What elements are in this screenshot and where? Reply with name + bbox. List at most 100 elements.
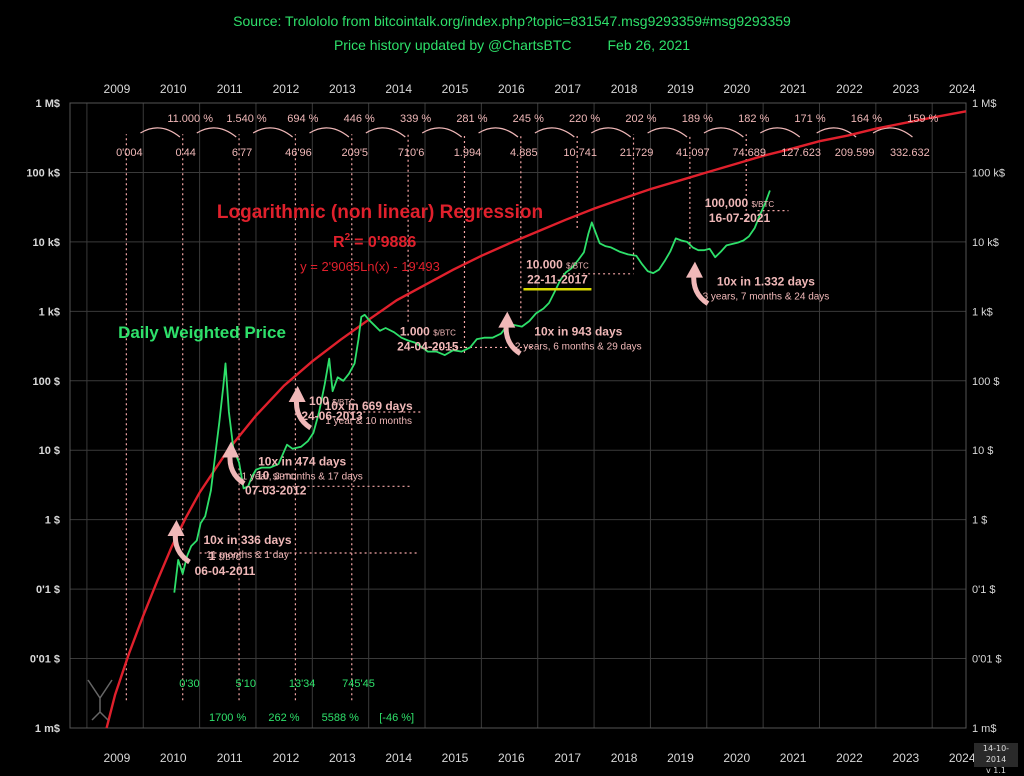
y-tick-label-right: 1 k$ [972, 306, 993, 318]
y-tick-label-left: 0'1 $ [36, 584, 60, 596]
y-tick-label-left: 0'01 $ [30, 654, 60, 666]
milestone-date: 16-07-2021 [709, 211, 771, 225]
regression-value-label: 46'96 [285, 147, 312, 159]
interval-arrowhead [685, 261, 703, 278]
milestone-price: 100,000 $/BTC [705, 196, 775, 210]
milestone-unit: $/BTC [433, 329, 456, 338]
x-tick-label-bottom: 2011 [217, 751, 243, 765]
period-growth-label: 339 % [400, 113, 431, 125]
x-tick-label-bottom: 2019 [667, 751, 694, 765]
milestone-date: 06-04-2011 [195, 564, 256, 578]
x-tick-label-top: 2018 [611, 82, 638, 96]
interval-subtitle: 2 years, 6 months & 29 days [515, 342, 642, 353]
milestone-price: 10.000 $/BTC [526, 257, 589, 271]
y-tick-label-right: 10 $ [972, 445, 993, 457]
milestone-date: 24-04-2015 [397, 340, 459, 354]
x-tick-label-top: 2011 [217, 82, 243, 96]
growth-arc [703, 127, 744, 138]
early-value-label: 13'34 [289, 678, 316, 690]
growth-arc [252, 127, 293, 138]
interval-arrow [691, 273, 710, 306]
regression-value-label: 0'44 [175, 147, 195, 159]
growth-arc [590, 127, 632, 138]
y-tick-label-left: 1 m$ [35, 723, 60, 735]
regression-value-label: 332.632 [890, 147, 930, 159]
interval-arrowhead [288, 385, 306, 402]
early-value-label: 5'10 [236, 678, 256, 690]
interval-subtitle: 3 years, 7 months & 24 days [703, 292, 830, 303]
version-badge: 14-10-2014 v 1.1 [974, 743, 1018, 775]
period-growth-label: 164 % [851, 113, 882, 125]
y-tick-label-left: 100 $ [32, 376, 60, 388]
x-tick-label-bottom: 2024 [949, 751, 976, 765]
period-growth-label: 189 % [682, 113, 713, 125]
x-tick-label-bottom: 2023 [892, 751, 919, 765]
growth-arc [365, 127, 406, 138]
milestone-price: 100 $/BTC [309, 394, 355, 408]
milestone-unit: $/BTC [332, 398, 355, 407]
x-tick-label-top: 2017 [554, 82, 581, 96]
logo-mark [87, 679, 113, 721]
milestone-unit: $/BTC [566, 261, 589, 270]
y-tick-label-left: 10 k$ [32, 237, 60, 249]
early-growth-label: 1700 % [209, 712, 247, 724]
milestone-unit: $/BTC [219, 553, 242, 562]
y-tick-label-left: 1 $ [45, 515, 60, 527]
interval-title: 10x in 474 days [258, 455, 346, 469]
x-tick-label-bottom: 2013 [329, 751, 356, 765]
regression-value-label: 4.885 [510, 147, 538, 159]
regression-title: Logarithmic (non linear) Regression [217, 202, 543, 223]
regression-curve [105, 110, 967, 729]
period-growth-label: 1.540 % [226, 113, 267, 125]
milestone-unit: $/BTC [751, 200, 774, 209]
y-tick-label-right: 0'1 $ [972, 584, 996, 596]
x-tick-label-bottom: 2017 [554, 751, 581, 765]
interval-title: 10x in 1.332 days [717, 275, 815, 289]
dotted-guides [125, 134, 789, 701]
regression-value-label: 1.994 [454, 147, 482, 159]
price-line [173, 190, 771, 593]
interval-subtitle: 1 year & 10 months [325, 416, 412, 427]
period-growth-label: 220 % [569, 113, 600, 125]
regression-value-label: 41.097 [676, 147, 710, 159]
chart-source: Source: Trolololo from bitcointalk.org/i… [233, 13, 791, 29]
x-tick-label-top: 2023 [892, 82, 919, 96]
x-tick-label-bottom: 2010 [160, 751, 187, 765]
grid [70, 102, 966, 729]
x-tick-label-top: 2015 [442, 82, 469, 96]
milestone-unit: $/BTC [273, 472, 296, 481]
regression-value-label: 74.689 [732, 147, 766, 159]
interval-title: 10x in 943 days [534, 325, 622, 339]
regression-formula: y = 2'9065Ln(x) - 19'493 [300, 259, 440, 274]
regression-value-label: 6'77 [232, 147, 252, 159]
x-tick-label-bottom: 2012 [273, 751, 300, 765]
x-tick-label-top: 2012 [273, 82, 300, 96]
x-tick-label-top: 2010 [160, 82, 187, 96]
regression-value-label: 127.623 [781, 147, 821, 159]
y-tick-label-left: 100 k$ [26, 167, 60, 179]
milestone-date: 22-11-2017 [527, 272, 588, 286]
regression-value-label: 0'004 [116, 147, 143, 159]
interval-title: 10x in 336 days [203, 533, 291, 547]
regression-value-label: 21.729 [620, 147, 654, 159]
growth-arc [309, 127, 350, 138]
regression-value-label: 209.599 [835, 147, 875, 159]
interval-title: 10x in 669 days [325, 399, 413, 413]
price-series-label: Daily Weighted Price [118, 323, 286, 342]
growth-arc [760, 127, 801, 138]
x-tick-label-top: 2013 [329, 82, 356, 96]
y-tick-label-right: 100 k$ [972, 167, 1005, 179]
milestone-date: 07-03-2012 [245, 483, 307, 497]
y-tick-label-left: 1 M$ [36, 98, 60, 110]
y-tick-label-right: 1 $ [972, 515, 987, 527]
period-growth-label: 202 % [625, 113, 656, 125]
period-growth-label: 171 % [794, 113, 825, 125]
growth-arc [421, 127, 463, 138]
version-number: v 1.1 [986, 766, 1006, 775]
period-growth-label: 159 % [907, 113, 938, 125]
y-tick-label-right: 0'01 $ [972, 654, 1002, 666]
update-credit: Price history updated by @ChartsBTC [333, 37, 572, 53]
period-growth-label: 446 % [344, 113, 375, 125]
early-growth-label: [-46 %] [379, 712, 414, 724]
growth-arc [140, 127, 181, 138]
